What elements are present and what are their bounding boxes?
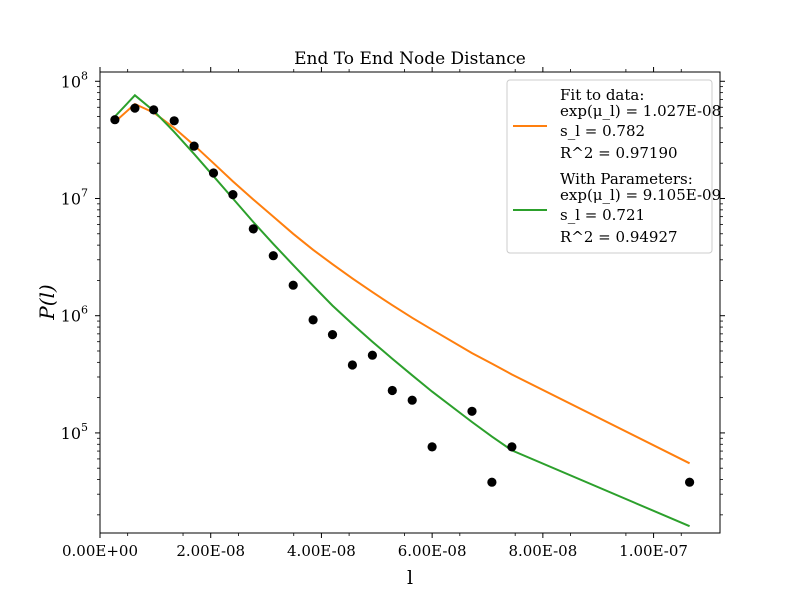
x-tick-label: 8.00E-08 <box>508 542 577 560</box>
y-tick-label: 105 <box>61 421 88 443</box>
legend: Fit to data: exp(μ_l) = 1.027E-08 s_l = … <box>506 79 721 254</box>
y-tick-label: 107 <box>61 186 88 208</box>
data-point <box>407 395 417 405</box>
y-tick-label: 108 <box>61 69 88 91</box>
data-point <box>268 251 278 261</box>
data-point <box>208 168 219 178</box>
data-point <box>507 442 517 452</box>
data-points <box>110 103 695 487</box>
legend-params-param-2: R^2 = 0.94927 <box>560 228 678 246</box>
legend-box <box>506 79 713 254</box>
data-point <box>228 190 238 200</box>
plot-frame <box>99 71 721 534</box>
x-tick-label: 2.00E-08 <box>176 542 245 560</box>
data-point <box>327 330 338 340</box>
x-tick-label: 6.00E-08 <box>398 542 467 560</box>
legend-params-param-0: exp(μ_l) = 9.105E-09 <box>560 186 721 204</box>
x-axis-label: l <box>407 567 413 589</box>
legend-fit-param-2: R^2 = 0.97190 <box>560 144 678 162</box>
data-point <box>110 115 120 125</box>
legend-params-param-1: s_l = 0.721 <box>560 206 645 224</box>
params-curve <box>114 93 690 528</box>
data-point <box>347 360 357 370</box>
legend-fit-param-1: s_l = 0.782 <box>560 122 645 140</box>
data-point <box>149 105 159 115</box>
data-point <box>387 385 397 396</box>
curves <box>114 93 691 528</box>
axis-ticks: 0.00E+00 2.00E-08 4.00E-08 6.00E-08 8.00E-08… <box>61 67 725 560</box>
legend-label-fit: Fit to data: <box>560 86 644 104</box>
fit-curve <box>114 102 691 465</box>
y-tick-label: 106 <box>61 304 88 326</box>
data-point <box>248 224 258 234</box>
data-point <box>308 315 318 325</box>
chart-title: End To End Node Distance <box>294 49 526 69</box>
x-tick-label: 0.00E+00 <box>62 542 138 560</box>
data-point <box>288 280 298 290</box>
data-point <box>189 141 199 151</box>
x-tick-label: 1.00E-07 <box>619 542 688 560</box>
data-point <box>130 103 140 113</box>
legend-fit-param-0: exp(μ_l) = 1.027E-08 <box>560 102 721 120</box>
data-point <box>487 477 497 487</box>
data-point <box>169 116 179 126</box>
data-point <box>685 477 695 487</box>
data-point <box>367 350 377 360</box>
data-point <box>427 442 437 452</box>
data-point <box>467 406 477 416</box>
legend-label-params: With Parameters: <box>560 170 693 188</box>
y-axis-label: P(l) <box>35 284 59 320</box>
x-tick-label: 4.00E-08 <box>287 542 356 560</box>
